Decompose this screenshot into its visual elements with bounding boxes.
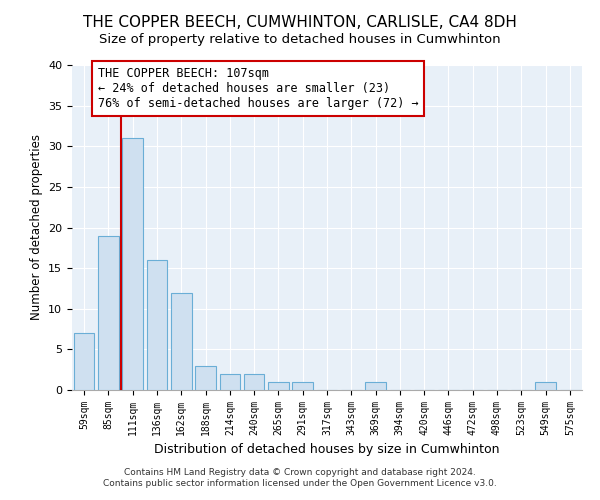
Bar [98, 236, 119, 390]
Bar [220, 374, 240, 390]
Bar [171, 292, 191, 390]
X-axis label: Distribution of detached houses by size in Cumwhinton: Distribution of detached houses by size … [154, 444, 500, 456]
Bar [535, 382, 556, 390]
Bar [365, 382, 386, 390]
Text: Size of property relative to detached houses in Cumwhinton: Size of property relative to detached ho… [99, 32, 501, 46]
Bar [146, 260, 167, 390]
Bar [74, 333, 94, 390]
Text: THE COPPER BEECH: 107sqm
← 24% of detached houses are smaller (23)
76% of semi-d: THE COPPER BEECH: 107sqm ← 24% of detach… [97, 66, 418, 110]
Y-axis label: Number of detached properties: Number of detached properties [29, 134, 43, 320]
Bar [292, 382, 313, 390]
Bar [195, 366, 216, 390]
Text: Contains HM Land Registry data © Crown copyright and database right 2024.
Contai: Contains HM Land Registry data © Crown c… [103, 468, 497, 487]
Bar [244, 374, 265, 390]
Bar [268, 382, 289, 390]
Bar [122, 138, 143, 390]
Text: THE COPPER BEECH, CUMWHINTON, CARLISLE, CA4 8DH: THE COPPER BEECH, CUMWHINTON, CARLISLE, … [83, 15, 517, 30]
